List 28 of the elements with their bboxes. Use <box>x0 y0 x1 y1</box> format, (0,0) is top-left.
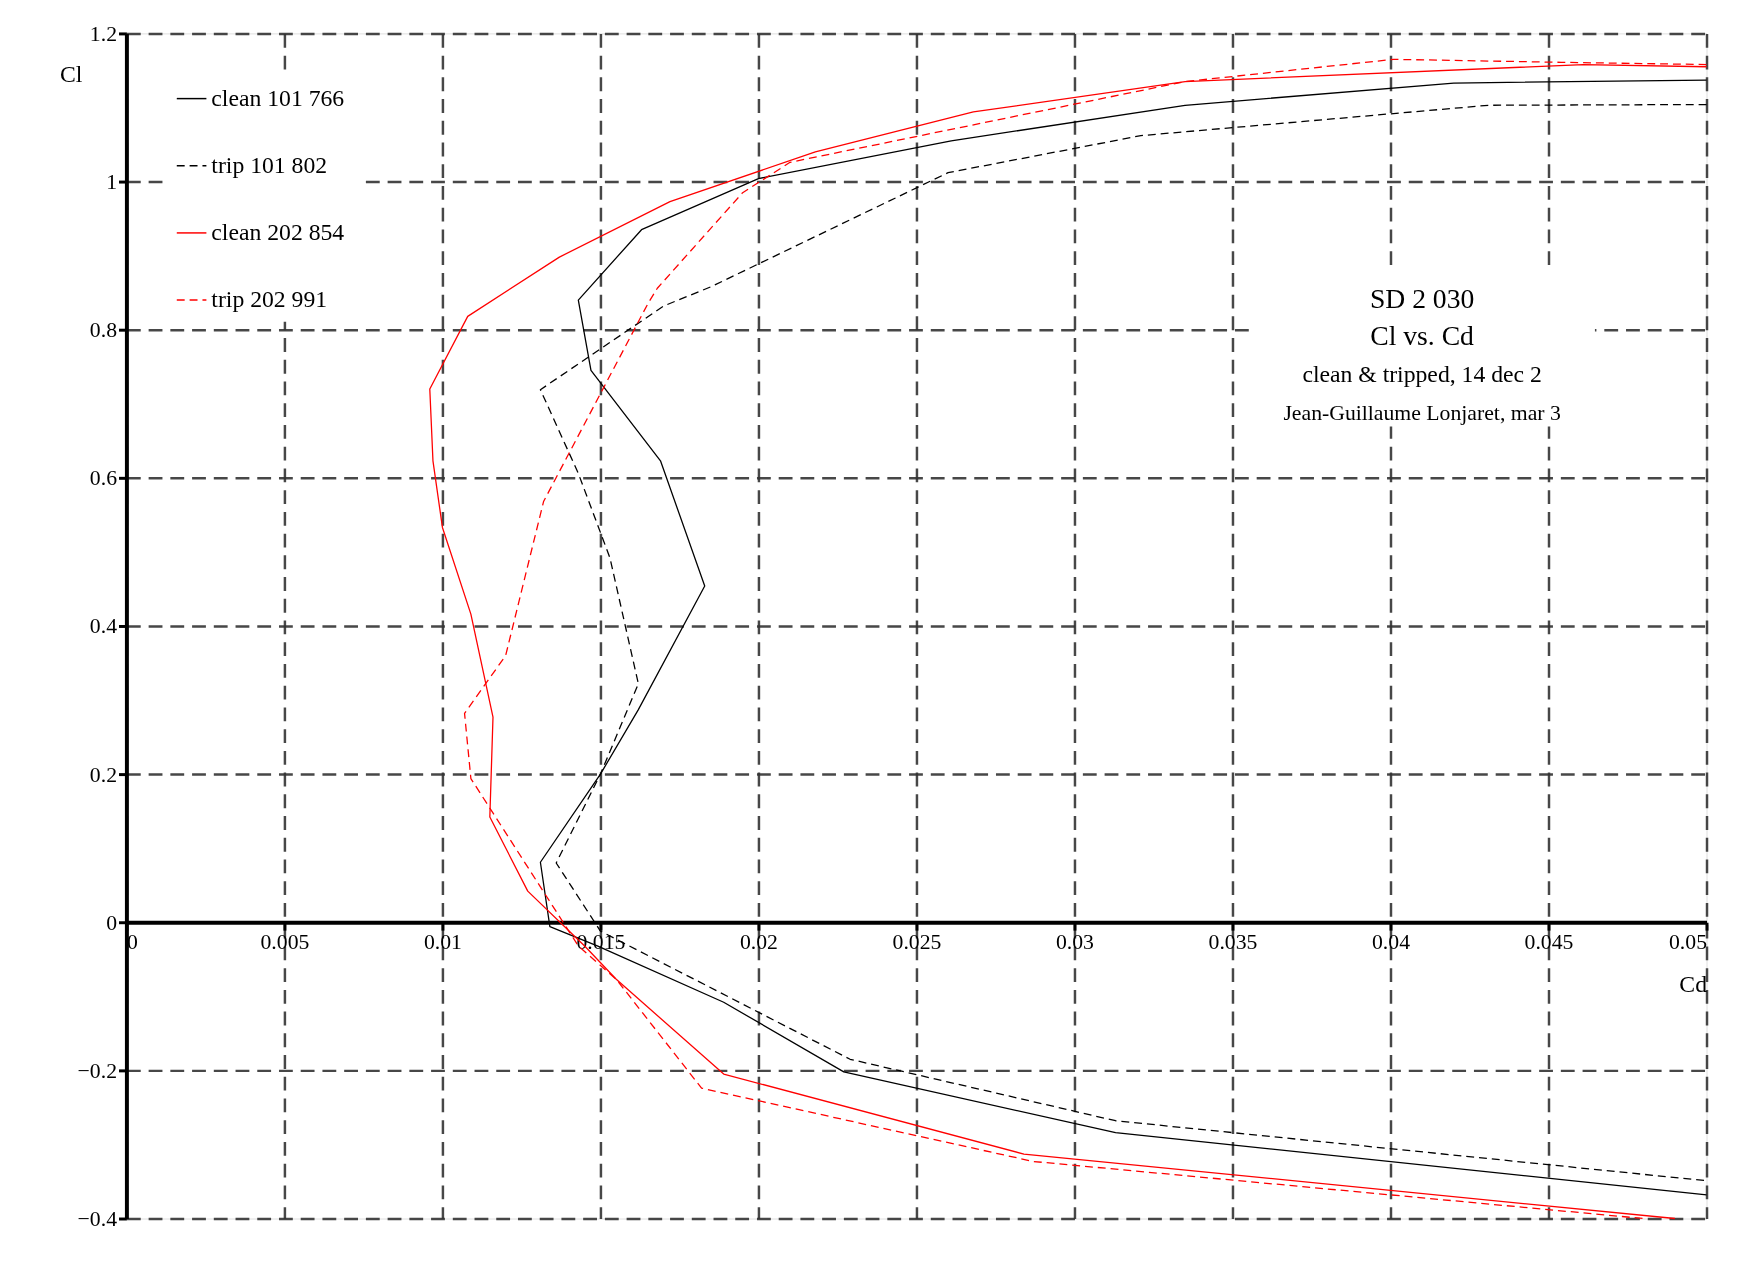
y-axis-title: Cl <box>60 61 83 88</box>
x-tick-label: 0.01 <box>423 930 462 955</box>
y-tick-label: 0.4 <box>89 614 118 639</box>
y-tick-label: −0.2 <box>77 1058 118 1083</box>
x-axis-title: Cd <box>1679 970 1708 997</box>
legend-label: trip 202 991 <box>211 285 328 312</box>
y-tick-label: −0.4 <box>77 1206 118 1231</box>
annotation: Jean-Guillaume Lonjaret, mar 3 <box>1283 400 1561 425</box>
y-tick-label: 0.2 <box>89 762 118 787</box>
y-tick-label: 0.8 <box>89 318 118 343</box>
annotation: clean & tripped, 14 dec 2 <box>1302 361 1542 388</box>
y-tick-label: 1 <box>106 169 118 194</box>
x-tick-label: 0.005 <box>260 930 310 955</box>
x-tick-label: 0.025 <box>892 930 942 955</box>
x-tick-label: 0.035 <box>1208 930 1258 955</box>
y-tick-label: 1.2 <box>89 21 118 46</box>
annotation: Cl vs. Cd <box>1370 320 1475 352</box>
x-tick-label: 0.04 <box>1371 930 1411 955</box>
annotation: SD 2 030 <box>1369 282 1475 314</box>
y-tick-label: 0 <box>106 910 118 935</box>
legend-label: clean 101 766 <box>211 84 345 111</box>
legend-label: trip 101 802 <box>211 151 328 178</box>
y-tick-label: 0.6 <box>89 466 118 491</box>
x-tick-label: 0.05 <box>1669 930 1708 955</box>
x-tick-label: 0.045 <box>1524 930 1574 955</box>
x-tick-label: 0.03 <box>1055 930 1095 955</box>
legend-label: clean 202 854 <box>211 218 345 245</box>
x-tick-label: 0.02 <box>739 930 778 955</box>
